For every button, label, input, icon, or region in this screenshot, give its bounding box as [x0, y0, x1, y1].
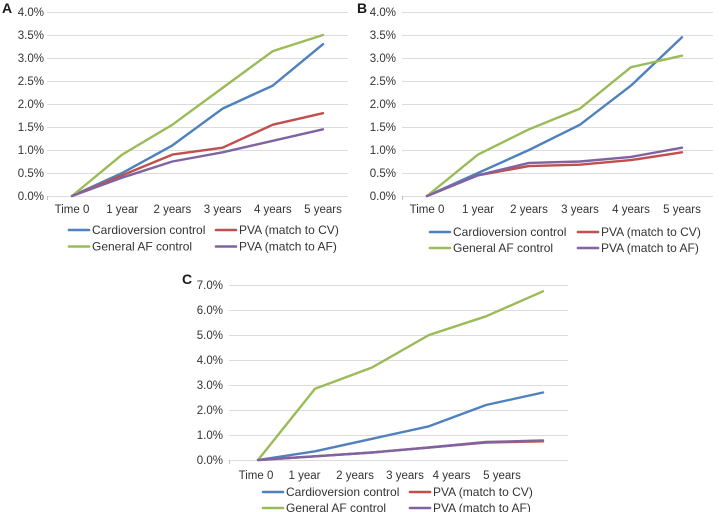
x-tick-label: 4 years: [254, 204, 292, 216]
legend-label-general-af-control: General AF control: [286, 501, 386, 512]
x-tick-label: 2 years: [336, 470, 374, 482]
y-tick-label: 1.0%: [370, 145, 396, 157]
panel-letter-c: C: [182, 271, 193, 287]
legend-label-cardioversion-control: Cardioversion control: [453, 225, 566, 239]
x-tick-label: 5 years: [663, 204, 701, 216]
y-tick-label: 3.0%: [370, 53, 396, 65]
legend-label-pva-match-to-cv: PVA (match to CV): [239, 223, 339, 237]
x-tick-label: 4 years: [612, 204, 650, 216]
series-line-cardioversion-control: [70, 43, 325, 198]
y-tick-label: 4.0%: [370, 7, 396, 19]
legend-label-cardioversion-control: Cardioversion control: [286, 485, 399, 499]
x-tick-label: Time 0: [55, 204, 90, 216]
legend-label-pva-match-to-cv: PVA (match to CV): [601, 225, 701, 239]
y-tick-label: 2.0%: [18, 99, 44, 111]
y-tick-label: 2.0%: [197, 405, 223, 417]
x-tick-label: 1 year: [106, 204, 138, 216]
x-tick-label: 5 years: [304, 204, 342, 216]
y-tick-label: 1.5%: [18, 122, 44, 134]
x-tick-label: Time 0: [410, 204, 445, 216]
series-line-general-af-control: [70, 33, 325, 198]
legend-label-pva-match-to-af: PVA (match to AF): [601, 241, 699, 255]
legend-label-pva-match-to-cv: PVA (match to CV): [433, 485, 533, 499]
x-tick-label: 1 year: [289, 470, 321, 482]
y-tick-label: 1.5%: [370, 122, 396, 134]
legend-label-general-af-control: General AF control: [453, 241, 553, 255]
y-tick-label: 3.5%: [18, 30, 44, 42]
panel-letter-b: B: [357, 0, 368, 16]
series-line-cardioversion-control: [425, 36, 684, 198]
x-tick-label: 5 years: [483, 470, 521, 482]
y-tick-label: 3.0%: [197, 380, 223, 392]
x-tick-label: 2 years: [510, 204, 548, 216]
x-tick-label: 2 years: [154, 204, 192, 216]
y-tick-label: 2.5%: [18, 76, 44, 88]
x-tick-label: 4 years: [433, 470, 471, 482]
y-tick-label: 3.5%: [370, 30, 396, 42]
y-tick-label: 6.0%: [197, 305, 223, 317]
series-line-cardioversion-control: [256, 391, 545, 462]
x-tick-label: 3 years: [204, 204, 242, 216]
panel-a-chart: 0.0% 0.5% 1.0% 1.5% 2.0% 2.5% 3.0% 3.5% 4.0% Time…: [18, 7, 348, 254]
y-tick-label: 4.0%: [197, 355, 223, 367]
y-tick-label: 2.5%: [370, 76, 396, 88]
legend-label-pva-match-to-af: PVA (match to AF): [433, 501, 531, 512]
x-tick-label: 3 years: [386, 470, 424, 482]
panel-letter-a: A: [2, 0, 13, 16]
panel-b-chart: 0.0% 0.5% 1.0% 1.5% 2.0% 2.5% 3.0% 3.5% 4.0% Time…: [370, 7, 713, 255]
legend-label-cardioversion-control: Cardioversion control: [92, 223, 205, 237]
y-tick-label: 0.0%: [197, 455, 223, 467]
legend-label-pva-match-to-af: PVA (match to AF): [239, 240, 337, 254]
series-line-general-af-control: [256, 290, 545, 462]
series-line-pva-match-to-af: [70, 128, 325, 198]
series-line-pva-match-to-af: [425, 146, 684, 198]
x-tick-label: 1 year: [462, 204, 494, 216]
series-line-pva-match-to-af: [256, 439, 545, 462]
y-tick-label: 4.0%: [18, 7, 44, 19]
y-tick-label: 0.0%: [370, 191, 396, 203]
panel-c-chart: 0.0% 1.0% 2.0% 3.0% 4.0% 5.0% 6.0% 7.0% Time 0 1 …: [197, 280, 568, 512]
series-line-pva-match-to-cv: [425, 151, 684, 198]
y-tick-label: 3.0%: [18, 53, 44, 65]
legend-label-general-af-control: General AF control: [92, 240, 192, 254]
y-tick-label: 1.0%: [197, 430, 223, 442]
series-line-general-af-control: [425, 54, 684, 198]
y-tick-label: 0.0%: [18, 191, 44, 203]
y-tick-label: 2.0%: [370, 99, 396, 111]
x-tick-label: Time 0: [239, 470, 274, 482]
y-tick-label: 0.5%: [18, 168, 44, 180]
x-tick-label: 3 years: [561, 204, 599, 216]
y-tick-label: 5.0%: [197, 330, 223, 342]
y-tick-label: 0.5%: [370, 168, 396, 180]
y-tick-label: 1.0%: [18, 145, 44, 157]
series-line-pva-match-to-cv: [70, 111, 325, 198]
y-tick-label: 7.0%: [197, 280, 223, 292]
